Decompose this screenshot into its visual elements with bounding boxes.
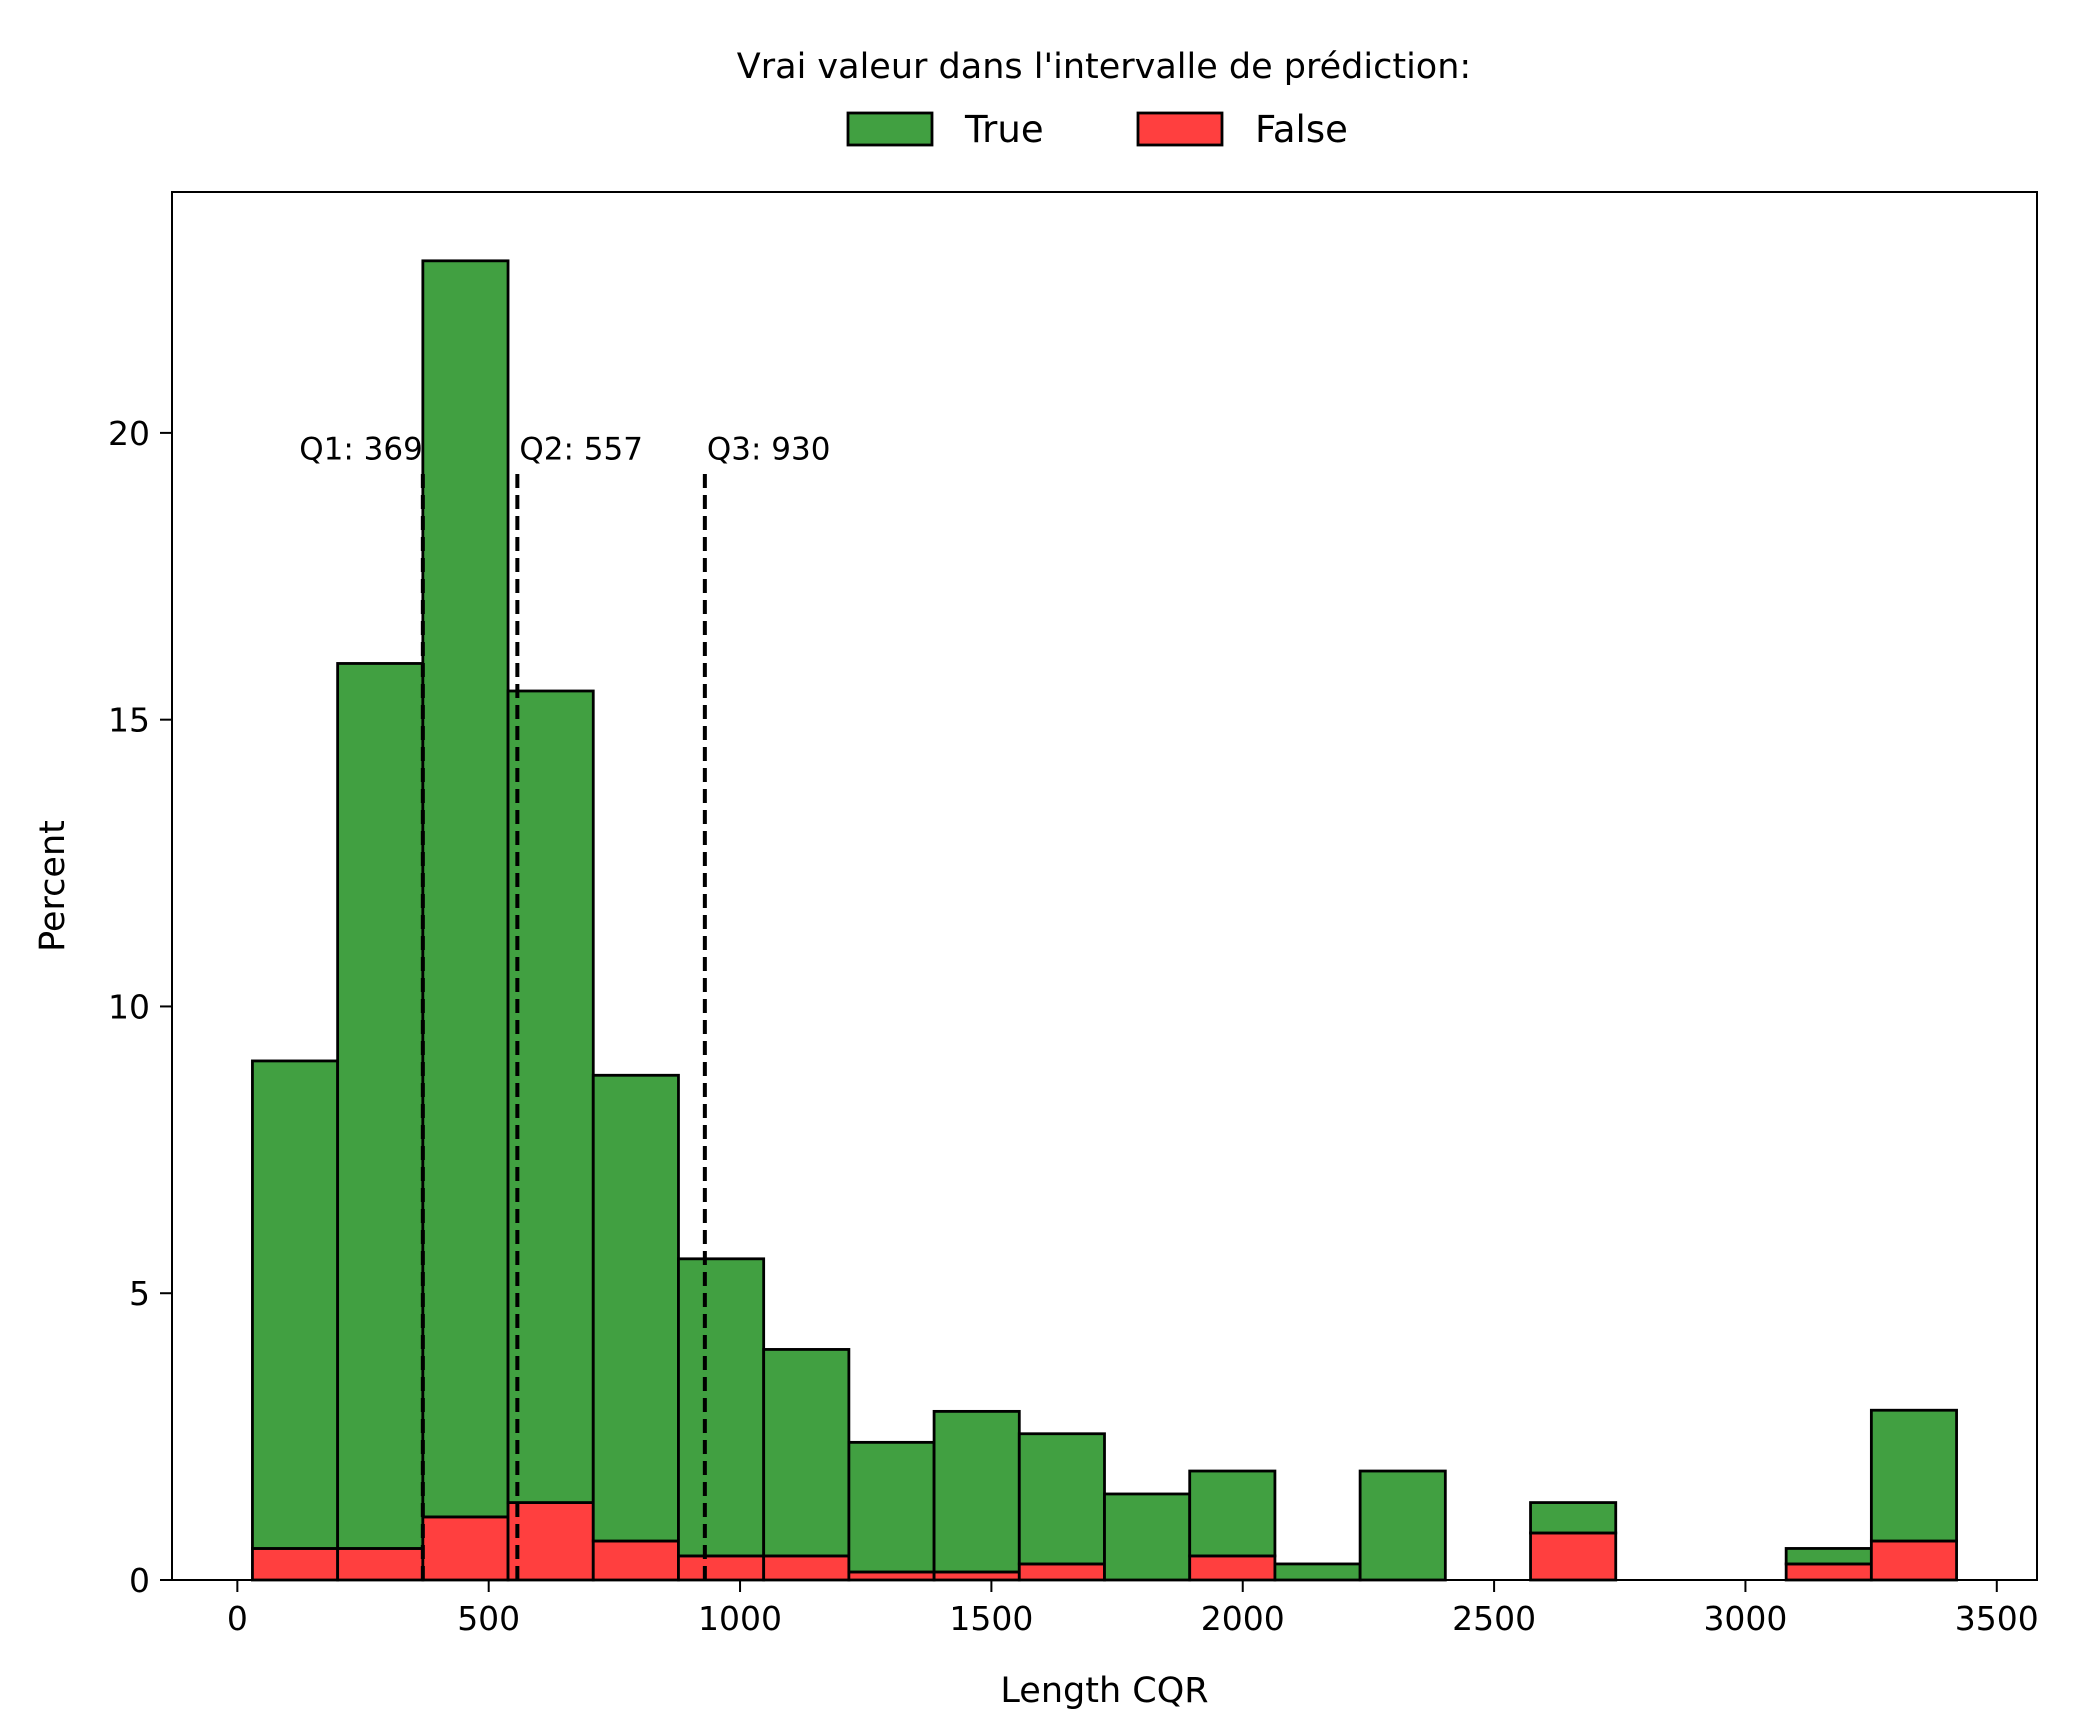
y-tick-label: 5 — [129, 1274, 150, 1313]
x-axis-label: Length CQR — [1000, 1671, 1208, 1711]
plot-frame — [171, 191, 2038, 1581]
bar-false — [677, 1554, 766, 1582]
bar-true — [1188, 1469, 1277, 1558]
y-axis-label: Percent — [33, 820, 73, 952]
bar-true — [251, 1059, 340, 1550]
bar-true — [932, 1409, 1021, 1574]
quartile-lines-layer: Q1: 369 Q2: 557 Q3: 930 — [299, 431, 830, 1580]
bar-false — [251, 1547, 340, 1582]
legend-title: Vrai valeur dans l'intervalle de prédict… — [737, 47, 1471, 87]
bar-true — [506, 689, 595, 1504]
bar-false — [1869, 1539, 1958, 1582]
legend-label-true: True — [964, 108, 1044, 151]
bar-false — [762, 1554, 851, 1582]
bar-true — [1358, 1469, 1447, 1582]
bars-layer — [251, 259, 1958, 1582]
y-tick-label: 15 — [108, 701, 150, 740]
bar-false — [591, 1539, 680, 1582]
bar-false — [1529, 1531, 1618, 1582]
x-ticks-layer: 0 500 1000 1500 2000 2500 3000 3500 — [227, 1580, 2039, 1638]
bar-false — [506, 1501, 595, 1582]
legend-label-false: False — [1255, 108, 1348, 151]
bar-false — [1784, 1562, 1873, 1582]
bar-false — [1017, 1562, 1106, 1582]
legend-swatch-false — [1136, 111, 1224, 147]
bar-false — [336, 1547, 425, 1582]
legend-swatch-true — [846, 111, 934, 147]
bar-false — [421, 1515, 510, 1582]
x-tick-label: 3000 — [1703, 1599, 1787, 1638]
y-tick-label: 0 — [129, 1561, 150, 1600]
bar-true — [591, 1073, 680, 1543]
bar-true — [1017, 1432, 1106, 1566]
bar-true — [677, 1257, 766, 1558]
y-tick-label: 20 — [108, 414, 150, 453]
bar-false — [1188, 1554, 1277, 1582]
bar-true — [1529, 1501, 1618, 1535]
x-tick-label: 2000 — [1201, 1599, 1285, 1638]
bar-true — [336, 662, 425, 1550]
bar-true — [1103, 1492, 1192, 1582]
x-tick-label: 0 — [227, 1599, 248, 1638]
bar-true — [1273, 1562, 1362, 1582]
bar-true — [1784, 1547, 1873, 1566]
bar-true — [847, 1440, 936, 1574]
bar-true — [762, 1348, 851, 1558]
x-tick-label: 3500 — [1955, 1599, 2039, 1638]
x-tick-label: 2500 — [1452, 1599, 1536, 1638]
quartile-label: Q3: 930 — [707, 431, 831, 467]
bar-true — [1869, 1408, 1958, 1543]
x-tick-label: 1500 — [949, 1599, 1033, 1638]
legend: Vrai valeur dans l'intervalle de prédict… — [737, 47, 1471, 151]
bar-true — [421, 259, 510, 1519]
y-ticks-layer: 0 5 10 15 20 — [108, 414, 172, 1600]
x-tick-label: 500 — [457, 1599, 520, 1638]
quartile-label: Q1: 369 — [299, 431, 423, 467]
y-tick-label: 10 — [108, 987, 150, 1026]
quartile-label: Q2: 557 — [519, 431, 643, 467]
x-tick-label: 1000 — [698, 1599, 782, 1638]
axes-layer — [171, 191, 2038, 1581]
